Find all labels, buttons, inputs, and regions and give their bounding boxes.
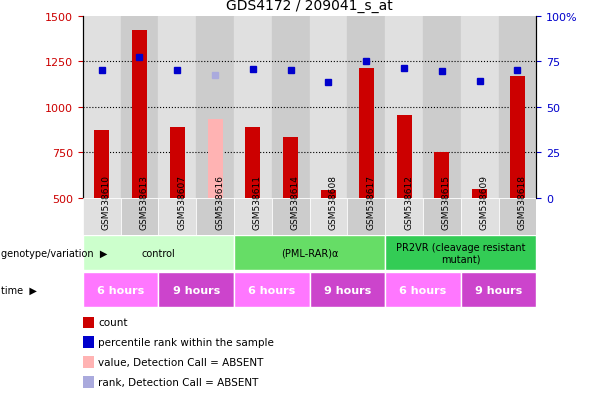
Bar <box>385 17 423 198</box>
Text: GSM538614: GSM538614 <box>291 174 300 229</box>
Bar <box>385 273 461 308</box>
Text: 9 hours: 9 hours <box>172 285 220 295</box>
Text: PR2VR (cleavage resistant
mutant): PR2VR (cleavage resistant mutant) <box>396 242 525 264</box>
Text: 6 hours: 6 hours <box>248 285 295 295</box>
Bar <box>348 198 385 271</box>
Bar <box>196 17 234 198</box>
Bar <box>310 198 348 271</box>
Bar <box>234 235 385 271</box>
Bar <box>83 235 234 271</box>
Bar <box>234 273 310 308</box>
Bar <box>498 17 536 198</box>
Bar <box>196 198 234 271</box>
Bar <box>170 127 185 198</box>
Bar <box>158 273 234 308</box>
Bar <box>83 198 121 271</box>
Bar <box>461 273 536 308</box>
Text: GSM538609: GSM538609 <box>480 174 489 229</box>
Bar <box>121 198 158 271</box>
Bar <box>397 116 412 198</box>
Text: 6 hours: 6 hours <box>399 285 447 295</box>
Text: value, Detection Call = ABSENT: value, Detection Call = ABSENT <box>98 357 264 367</box>
Bar <box>461 17 498 198</box>
Bar <box>434 153 449 198</box>
Text: (PML-RAR)α: (PML-RAR)α <box>281 248 338 258</box>
Text: control: control <box>142 248 175 258</box>
Bar <box>321 190 336 198</box>
Bar <box>121 17 158 198</box>
Bar <box>310 17 348 198</box>
Bar <box>245 127 261 198</box>
Bar <box>234 17 272 198</box>
Text: GSM538608: GSM538608 <box>329 174 338 229</box>
Title: GDS4172 / 209041_s_at: GDS4172 / 209041_s_at <box>226 0 393 13</box>
Bar <box>310 273 385 308</box>
Text: GSM538618: GSM538618 <box>517 174 527 229</box>
Bar <box>158 198 196 271</box>
Text: GSM538612: GSM538612 <box>404 174 413 229</box>
Bar <box>83 273 158 308</box>
Bar <box>359 69 374 198</box>
Bar <box>423 17 461 198</box>
Bar <box>272 17 310 198</box>
Bar <box>385 198 423 271</box>
Bar <box>423 198 461 271</box>
Text: GSM538617: GSM538617 <box>366 174 375 229</box>
Text: count: count <box>98 318 128 328</box>
Text: 9 hours: 9 hours <box>475 285 522 295</box>
Bar <box>283 138 299 198</box>
Text: GSM538615: GSM538615 <box>442 174 451 229</box>
Bar <box>510 76 525 198</box>
Text: GSM538610: GSM538610 <box>102 174 111 229</box>
Bar <box>132 31 147 198</box>
Text: genotype/variation  ▶: genotype/variation ▶ <box>1 248 108 258</box>
Bar <box>385 235 536 271</box>
Text: GSM538611: GSM538611 <box>253 174 262 229</box>
Bar <box>207 120 223 198</box>
Bar <box>472 189 487 198</box>
Text: GSM538616: GSM538616 <box>215 174 224 229</box>
Text: percentile rank within the sample: percentile rank within the sample <box>98 337 274 347</box>
Bar <box>234 198 272 271</box>
Bar <box>272 198 310 271</box>
Bar <box>94 131 109 198</box>
Text: 6 hours: 6 hours <box>97 285 144 295</box>
Text: 9 hours: 9 hours <box>324 285 371 295</box>
Text: rank, Detection Call = ABSENT: rank, Detection Call = ABSENT <box>98 377 259 387</box>
Text: time  ▶: time ▶ <box>1 285 37 295</box>
Bar <box>498 198 536 271</box>
Text: GSM538613: GSM538613 <box>139 174 148 229</box>
Bar <box>83 17 121 198</box>
Bar <box>158 17 196 198</box>
Text: GSM538607: GSM538607 <box>177 174 186 229</box>
Bar <box>348 17 385 198</box>
Bar <box>461 198 498 271</box>
